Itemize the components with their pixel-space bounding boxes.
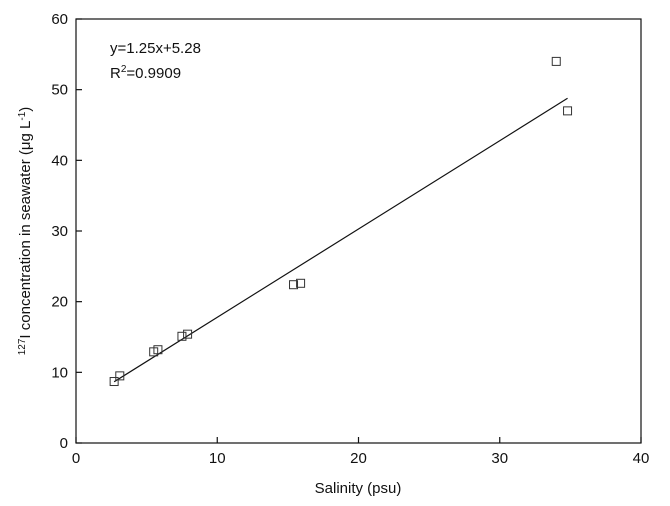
y-label-end: )	[17, 107, 34, 112]
point	[115, 371, 125, 381]
y-axis-label: 127I concentration in seawater (μg L-1)	[17, 107, 34, 356]
point	[551, 56, 561, 66]
point	[296, 278, 306, 288]
x-tick-label: 40	[633, 450, 650, 467]
y-tick-label: 60	[51, 11, 68, 28]
y-tick-label: 20	[51, 294, 68, 311]
fit-line	[113, 97, 568, 383]
y-label-sup: -1	[17, 111, 28, 120]
x-tick-label: 10	[209, 450, 226, 467]
r-text: R	[110, 65, 121, 82]
y-tick-label: 10	[51, 364, 68, 381]
y-label-sup: 127	[17, 338, 28, 355]
point	[289, 280, 299, 290]
x-axis-label: Salinity (psu)	[315, 480, 402, 497]
point	[177, 331, 187, 341]
y-tick-label: 30	[51, 223, 68, 240]
y-tick-label: 0	[60, 435, 68, 452]
x-tick-label: 20	[350, 450, 367, 467]
equation: y=1.25x+5.28	[110, 40, 201, 57]
x-tick-label: 0	[72, 450, 80, 467]
r-value: =0.9909	[126, 65, 181, 82]
point	[109, 377, 119, 387]
r-squared: R2=0.9909	[110, 64, 181, 82]
y-tick-label: 50	[51, 82, 68, 99]
point	[563, 106, 573, 116]
point	[153, 345, 163, 355]
y-tick-label: 40	[51, 152, 68, 169]
x-tick-label: 30	[491, 450, 508, 467]
point	[183, 329, 193, 339]
plot-frame	[75, 18, 642, 444]
y-label-text: I concentration in seawater (μg L	[17, 121, 34, 339]
r-sup: 2	[121, 64, 127, 75]
